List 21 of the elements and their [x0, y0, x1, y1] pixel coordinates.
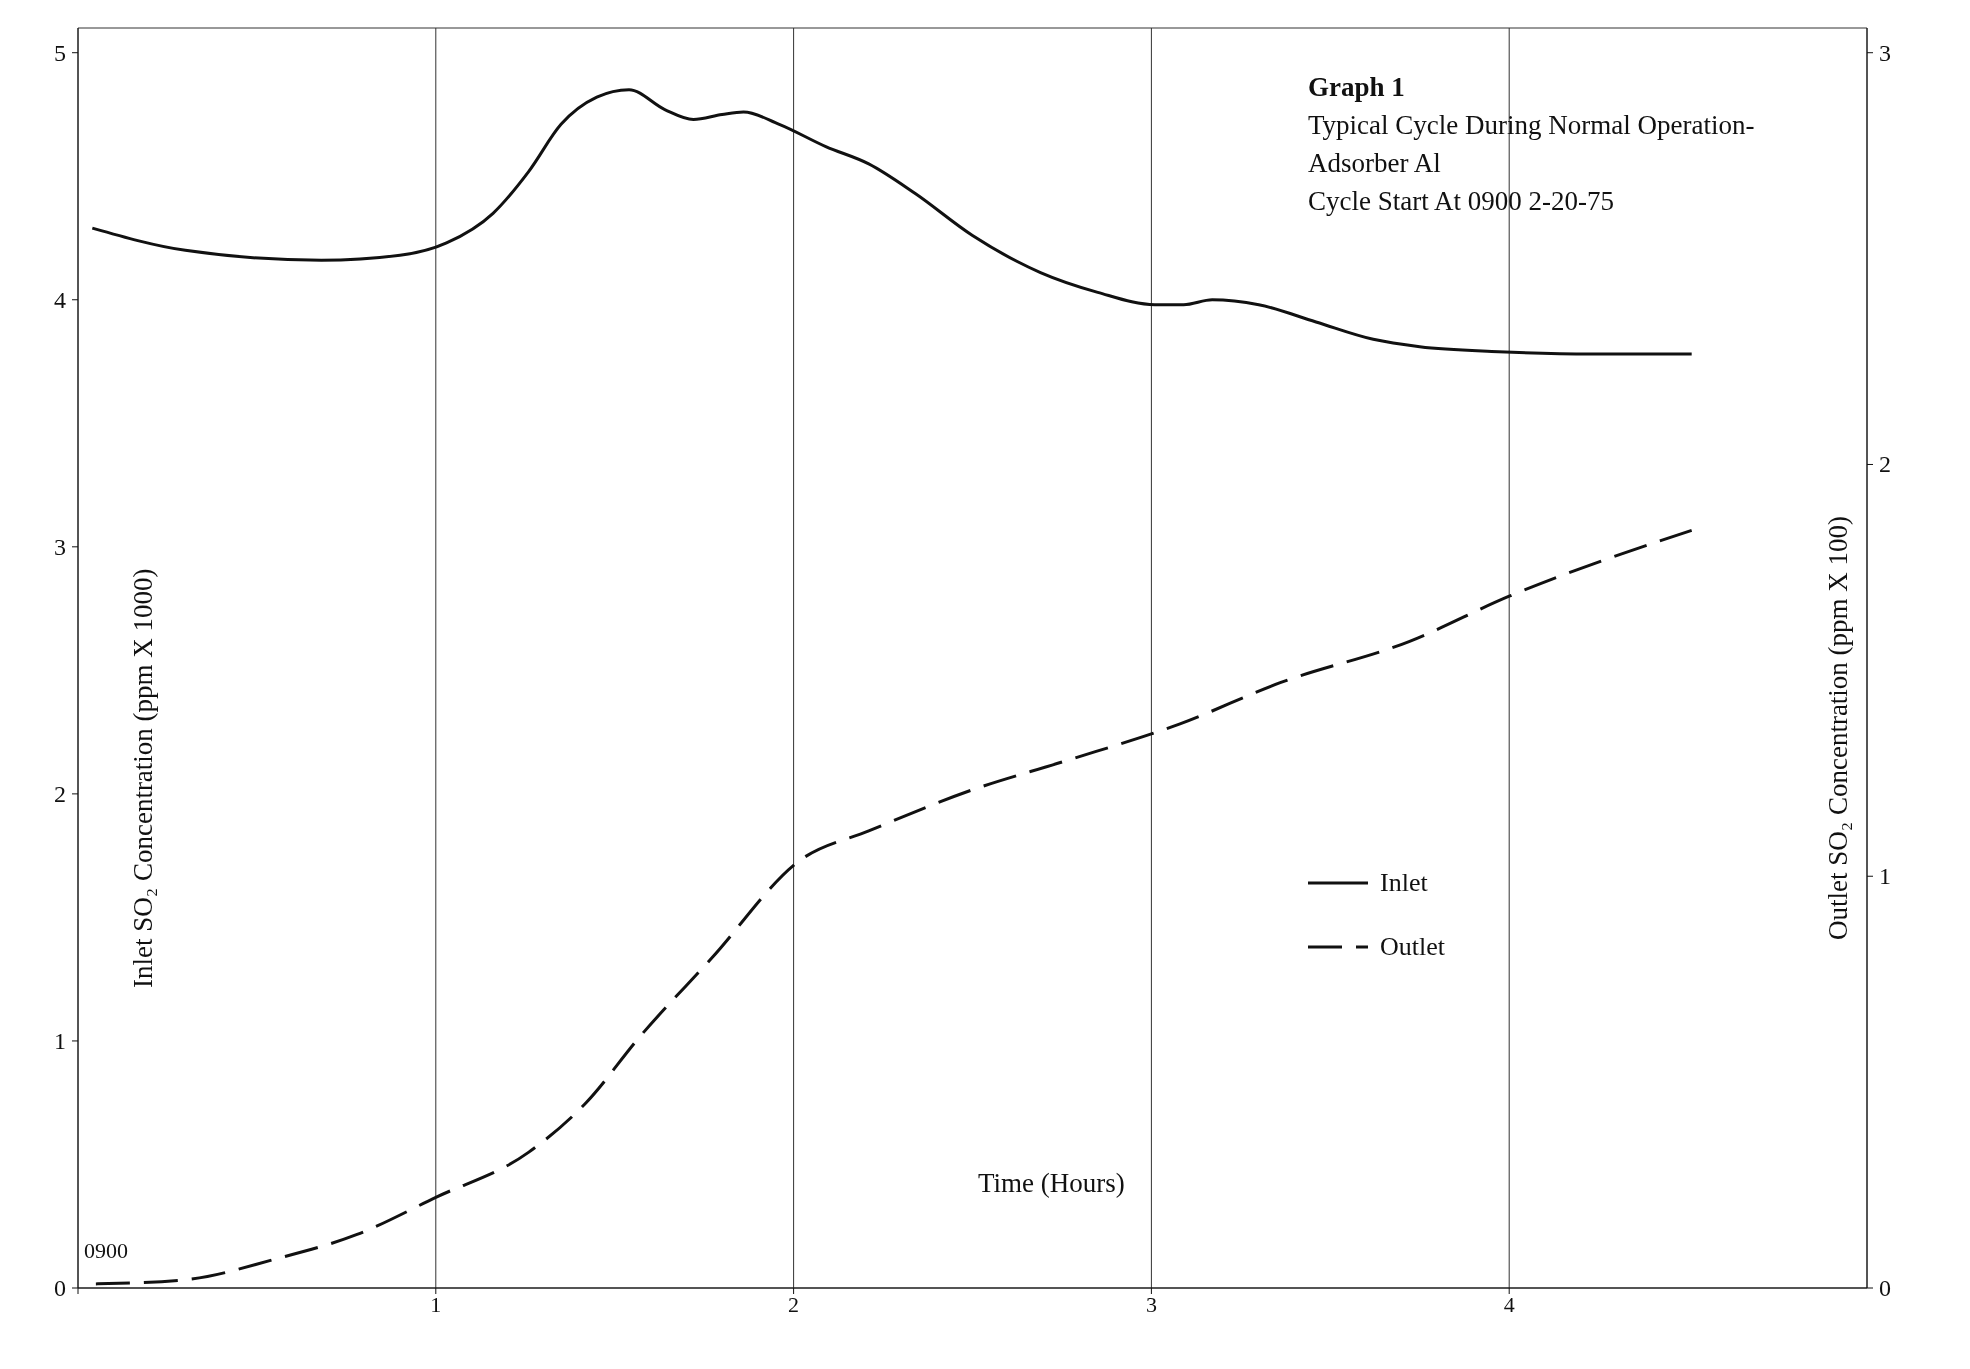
y2-tick-label: 2: [1879, 451, 1891, 478]
x-tick-label: 1: [430, 1291, 442, 1317]
y2-axis-title: Outlet SO₂ Concentration (ppm X 100): [1823, 514, 1854, 943]
legend-label: Inlet: [1380, 868, 1428, 898]
y-tick-label: 5: [54, 39, 66, 66]
text: Graph 1: [1308, 71, 1406, 104]
y-tick-label: 4: [54, 286, 66, 313]
y-tick-label: 3: [54, 533, 66, 560]
y2-tick-label: 0: [1879, 1275, 1891, 1301]
y-tick-label: 2: [54, 780, 66, 807]
x-tick-label: 3: [1145, 1291, 1157, 1317]
y-axis-title: Inlet SO₂ Concentration (ppm X 1000): [128, 567, 159, 990]
y2-tick-label: 1: [1879, 863, 1891, 890]
y2-tick-label: 3: [1879, 39, 1891, 66]
x-tick-label: 4: [1503, 1291, 1515, 1317]
x-axis-title: Time (Hours): [977, 1168, 1126, 1199]
y-tick-label: 1: [54, 1027, 66, 1054]
y-tick-label: 0: [54, 1275, 66, 1301]
x-tick-label: 2: [788, 1291, 800, 1317]
legend-label: Outlet: [1380, 932, 1445, 962]
annotation: 0900: [84, 1238, 128, 1264]
